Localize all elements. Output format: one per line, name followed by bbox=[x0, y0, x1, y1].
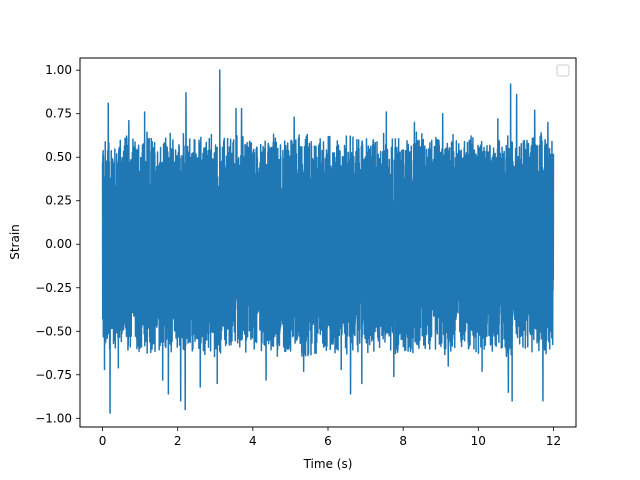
y-tick-label: 0.50 bbox=[45, 150, 72, 164]
x-tick-label: 0 bbox=[99, 434, 107, 448]
x-axis-ticks: 0 2 4 6 8 10 12 bbox=[99, 427, 561, 448]
y-tick-label: −1.00 bbox=[35, 411, 72, 425]
y-tick-label: −0.75 bbox=[35, 368, 72, 382]
strain-series-line bbox=[101, 69, 555, 414]
legend-box bbox=[556, 64, 570, 77]
y-tick-label: 0.00 bbox=[45, 237, 72, 251]
y-tick-label: −0.50 bbox=[35, 324, 72, 338]
y-axis-ticks: 1.00 0.75 0.50 0.25 0.00 −0.25 −0.50 −0.75 −1.00 bbox=[35, 63, 80, 425]
x-tick-label: 8 bbox=[399, 434, 407, 448]
y-tick-label: −0.25 bbox=[35, 281, 72, 295]
y-tick-label: 0.25 bbox=[45, 194, 72, 208]
x-axis-label: Time (s) bbox=[303, 457, 353, 471]
x-tick-label: 4 bbox=[249, 434, 257, 448]
x-tick-label: 2 bbox=[174, 434, 182, 448]
plot-area bbox=[101, 69, 555, 414]
y-tick-label: 0.75 bbox=[45, 107, 72, 121]
y-tick-label: 1.00 bbox=[45, 63, 72, 77]
x-tick-label: 6 bbox=[324, 434, 332, 448]
series-group bbox=[101, 69, 555, 414]
y-axis-label: Strain bbox=[8, 224, 22, 260]
x-tick-label: 12 bbox=[546, 434, 561, 448]
x-tick-label: 10 bbox=[471, 434, 486, 448]
